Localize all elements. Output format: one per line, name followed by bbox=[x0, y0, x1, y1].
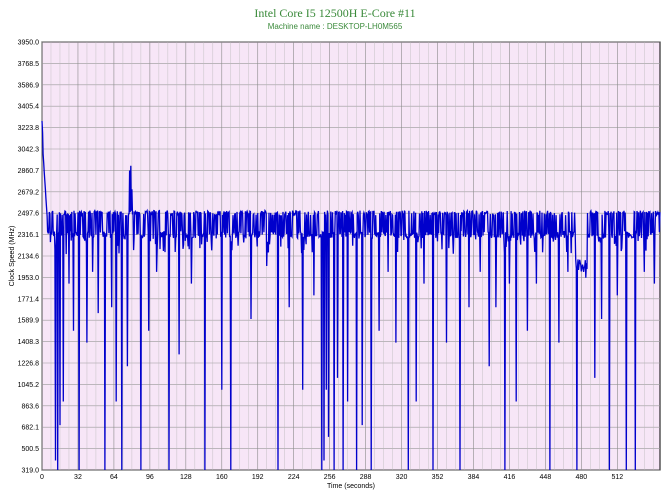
y-tick-label: 2497.6 bbox=[18, 211, 40, 218]
x-tick-label: 64 bbox=[110, 474, 118, 481]
x-tick-label: 320 bbox=[396, 474, 408, 481]
y-tick-label: 3768.5 bbox=[18, 61, 40, 68]
y-tick-label: 500.5 bbox=[21, 446, 39, 453]
y-axis-label: Clock Speed (MHz) bbox=[9, 226, 16, 287]
y-tick-label: 1589.9 bbox=[18, 318, 40, 325]
y-tick-label: 2316.1 bbox=[18, 232, 40, 239]
y-tick-label: 3950.0 bbox=[18, 40, 40, 47]
y-tick-label: 863.6 bbox=[21, 403, 39, 410]
y-tick-label: 1953.0 bbox=[18, 275, 40, 282]
x-axis-label: Time (seconds) bbox=[327, 483, 375, 490]
x-tick-label: 96 bbox=[146, 474, 154, 481]
x-tick-label: 224 bbox=[288, 474, 300, 481]
x-tick-label: 32 bbox=[74, 474, 82, 481]
chart-title: Intel Core I5 12500H E-Core #11 bbox=[254, 6, 416, 20]
x-tick-label: 160 bbox=[216, 474, 228, 481]
x-tick-label: 288 bbox=[360, 474, 372, 481]
x-tick-label: 352 bbox=[432, 474, 444, 481]
y-tick-label: 1045.2 bbox=[18, 382, 40, 389]
x-tick-label: 384 bbox=[468, 474, 480, 481]
x-tick-label: 512 bbox=[611, 474, 623, 481]
y-tick-label: 2860.7 bbox=[18, 168, 40, 175]
x-tick-label: 192 bbox=[252, 474, 264, 481]
y-tick-label: 2134.6 bbox=[18, 253, 40, 260]
y-tick-label: 2679.2 bbox=[18, 189, 40, 196]
x-tick-label: 128 bbox=[180, 474, 192, 481]
y-tick-label: 319.0 bbox=[21, 468, 39, 475]
y-tick-label: 3586.9 bbox=[18, 82, 40, 89]
x-tick-label: 480 bbox=[576, 474, 588, 481]
y-tick-label: 3405.4 bbox=[18, 104, 40, 111]
y-tick-label: 3223.8 bbox=[18, 125, 40, 132]
x-tick-label: 0 bbox=[40, 474, 44, 481]
series-line bbox=[41, 120, 661, 471]
x-tick-label: 448 bbox=[540, 474, 552, 481]
x-tick-label: 416 bbox=[504, 474, 516, 481]
y-tick-label: 1226.8 bbox=[18, 360, 40, 367]
y-tick-label: 682.1 bbox=[21, 425, 39, 432]
y-tick-label: 3042.3 bbox=[18, 146, 40, 153]
y-tick-label: 1408.3 bbox=[18, 339, 40, 346]
chart-subtitle: Machine name : DESKTOP-LH0M565 bbox=[267, 22, 403, 31]
x-tick-label: 256 bbox=[324, 474, 336, 481]
y-tick-label: 1771.4 bbox=[18, 296, 40, 303]
